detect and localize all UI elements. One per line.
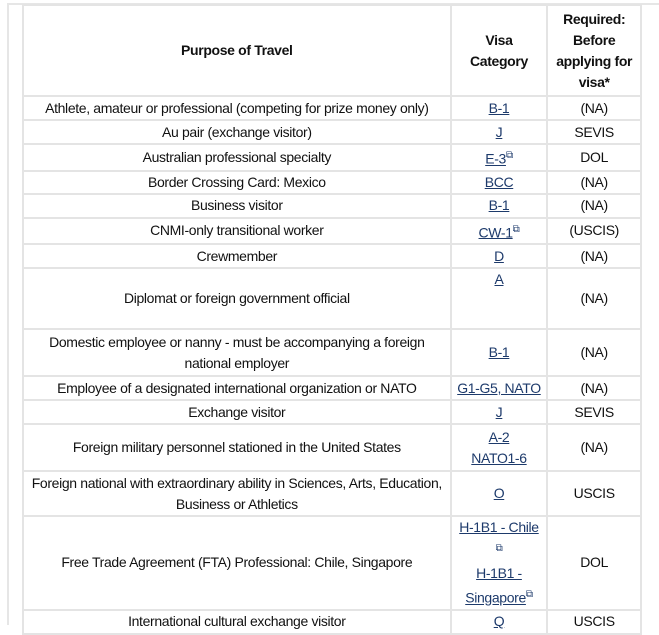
table-row: Business visitor B-1 (NA) [22,192,642,219]
visa-link[interactable]: B-1 [488,197,510,214]
visa-table: Purpose of Travel Visa Category Required… [22,4,642,635]
visa-link[interactable]: H-1B1 - Singapore [465,564,526,606]
required-cell: USCIS [546,470,642,518]
visa-link[interactable]: A-2 [488,428,510,445]
visa-category-cell: J [449,119,549,145]
table-header-row: Purpose of Travel Visa Category Required… [22,4,642,97]
purpose-cell: Foreign military personnel stationed in … [22,423,452,473]
visa-category-cell: G1-G5, NATO [449,375,549,402]
table-row: International cultural exchange visitor Q… [22,608,642,635]
page-frame [7,3,659,625]
visa-link[interactable]: B-1 [488,344,510,361]
external-link-icon: ⧉ [505,150,513,161]
table-row: Free Trade Agreement (FTA) Professional:… [22,515,642,611]
table-row: Athlete, amateur or professional (compet… [22,95,642,121]
visa-link[interactable]: B-1 [488,99,510,116]
table-row: Crewmember D (NA) [22,243,642,270]
required-cell: (NA) [546,375,642,402]
purpose-cell: CNMI-only transitional worker [22,216,452,246]
visa-category-cell: BCC [449,169,549,195]
header-visa-category: Visa Category [449,4,549,97]
purpose-cell: International cultural exchange visitor [22,608,452,635]
visa-category-cell: CW-1⧉ [449,216,549,246]
visa-link[interactable]: A [494,271,504,288]
header-purpose: Purpose of Travel [22,4,452,97]
table-row: Diplomat or foreign government official A… [22,267,642,331]
required-cell: (NA) [546,423,642,473]
external-link-icon: ⧉ [495,543,503,555]
visa-link[interactable]: Q [493,613,505,630]
visa-link[interactable]: BCC [484,173,514,190]
visa-category-cell: Q [449,608,549,635]
visa-category-cell: O [449,470,549,518]
table-row: CNMI-only transitional worker CW-1⧉ (USCIS… [22,216,642,246]
required-cell: (NA) [546,169,642,195]
visa-link[interactable]: G1-G5, NATO [457,379,541,396]
required-cell: (NA) [546,328,642,378]
visa-link[interactable]: E-3 [485,150,506,167]
table-row: Employee of a designated international o… [22,375,642,402]
required-cell: (NA) [546,192,642,219]
table-row: Domestic employee or nanny - must be acc… [22,328,642,378]
purpose-cell: Free Trade Agreement (FTA) Professional:… [22,515,452,611]
visa-category-cell: E-3⧉ [449,143,549,172]
purpose-cell: Border Crossing Card: Mexico [22,169,452,195]
visa-link[interactable]: O [493,485,505,502]
visa-link[interactable]: NATO1-6 [471,449,527,466]
required-cell: (NA) [546,95,642,121]
visa-link[interactable]: J [495,403,503,420]
required-cell: (NA) [546,267,642,331]
purpose-cell: Employee of a designated international o… [22,375,452,402]
visa-category-cell: B-1 [449,192,549,219]
purpose-cell: Business visitor [22,192,452,219]
table-row: Australian professional specialty E-3⧉ DOL [22,143,642,172]
visa-link[interactable]: J [495,123,503,140]
visa-link[interactable]: H-1B1 - Chile [459,519,539,536]
visa-category-cell: A [449,267,549,331]
visa-link[interactable]: D [494,247,504,264]
required-cell: DOL [546,143,642,172]
required-cell: (NA) [546,243,642,270]
purpose-cell: Foreign national with extraordinary abil… [22,470,452,518]
header-required: Required: Before applying for visa* [546,4,642,97]
visa-category-cell: H-1B1 - Chile ⧉ H-1B1 - Singapore⧉ [449,515,549,611]
purpose-cell: Athlete, amateur or professional (compet… [22,95,452,121]
purpose-cell: Diplomat or foreign government official [22,267,452,331]
visa-category-cell: B-1 [449,328,549,378]
table-row: Border Crossing Card: Mexico BCC (NA) [22,169,642,195]
required-cell: SEVIS [546,119,642,145]
required-cell: (USCIS) [546,216,642,246]
required-cell: USCIS [546,608,642,635]
table-row: Exchange visitor J SEVIS [22,399,642,426]
purpose-cell: Australian professional specialty [22,143,452,172]
purpose-cell: Exchange visitor [22,399,452,426]
purpose-cell: Domestic employee or nanny - must be acc… [22,328,452,378]
visa-category-cell: D [449,243,549,270]
visa-category-cell: J [449,399,549,426]
visa-category-cell: A-2 NATO1-6 [449,423,549,473]
external-link-icon: ⧉ [525,588,533,600]
table-row: Au pair (exchange visitor) J SEVIS [22,119,642,145]
visa-category-cell: B-1 [449,95,549,121]
table-row: Foreign national with extraordinary abil… [22,470,642,518]
required-cell: SEVIS [546,399,642,426]
visa-link[interactable]: CW-1 [478,224,513,241]
table-row: Foreign military personnel stationed in … [22,423,642,473]
external-link-icon: ⧉ [512,223,520,235]
purpose-cell: Crewmember [22,243,452,270]
purpose-cell: Au pair (exchange visitor) [22,119,452,145]
required-cell: DOL [546,515,642,611]
